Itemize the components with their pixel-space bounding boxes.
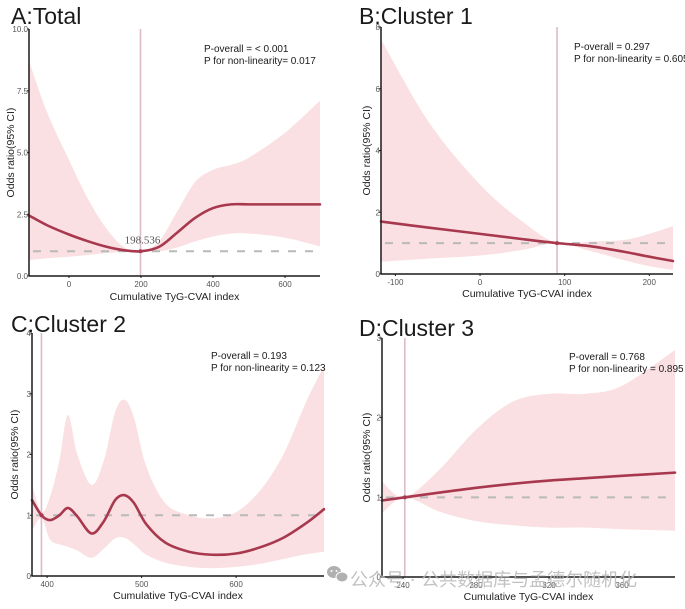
x-tick-label: 0: [67, 280, 72, 289]
x-tick-label: 400: [40, 580, 54, 589]
knot-point: [555, 241, 560, 246]
knot-point: [402, 495, 407, 500]
odds-ratio-curve: [30, 493, 326, 557]
x-tick-label: 240: [396, 581, 410, 590]
ci-band: [381, 39, 673, 270]
ci-band: [382, 349, 675, 531]
panel-a: 0.0 2.5 5.0 7.5 10.0 0 200 400 600 Cumulative TyG…: [5, 3, 322, 303]
p-value-text: P for non-linearity = 0.605: [574, 54, 685, 65]
ci-band: [29, 61, 320, 260]
x-tick-label: 500: [135, 580, 149, 589]
x-tick-label: 600: [229, 580, 243, 589]
panel-title: C:Cluster 2: [11, 311, 126, 337]
wechat-icon: [327, 566, 349, 583]
y-axis-title: Odds ratio(95% CI): [9, 410, 21, 500]
y-tick-label: 5.0: [17, 149, 29, 158]
y-tick-label: 1: [377, 493, 382, 502]
y-tick-label: 2: [376, 208, 381, 217]
y-axis-title: Odds ratio(95% CI): [361, 106, 373, 196]
y-tick-label: 8: [376, 23, 381, 32]
panel-b: 0 2 4 6 8 -100 0 100 200 Cumulative TyG-CVAI inde…: [359, 3, 685, 300]
y-tick-label: 7.5: [17, 87, 29, 96]
y-axis-title: Odds ratio(95% CI): [361, 413, 373, 503]
y-tick-label: 3: [377, 334, 382, 343]
x-axis-title: Cumulative TyG-CVAI index: [113, 590, 243, 602]
y-tick-label: 0: [377, 573, 382, 582]
p-value-text: P-overall = 0.768: [569, 352, 645, 363]
ci-band: [32, 366, 324, 569]
y-tick-label: 2.5: [17, 210, 29, 219]
p-value-text: P for non-linearity = 0.895: [569, 364, 684, 375]
x-axis-title: Cumulative TyG-CVAI index: [464, 591, 594, 603]
watermark: 公众号 · 公共数据库与孟德尔随机化: [327, 566, 637, 591]
x-tick-label: 0: [478, 278, 483, 287]
p-value-text: P-overall = 0.193: [211, 351, 287, 362]
y-tick-label: 4: [27, 329, 32, 338]
y-tick-label: 6: [376, 85, 381, 94]
panel-d: 0 1 2 3 240 280 320 360 Cumulative TyG-CVAI inde…: [359, 315, 684, 603]
y-tick-label: 0.0: [17, 272, 29, 281]
x-tick-label: 100: [558, 278, 572, 287]
x-tick-label: 600: [278, 280, 292, 289]
panel-title: A:Total: [11, 3, 81, 29]
x-tick-label: 280: [469, 581, 483, 590]
x-tick-label: 360: [615, 581, 629, 590]
y-tick-label: 2: [27, 451, 32, 460]
knot-value-label: 198.536: [125, 234, 161, 246]
x-tick-label: 400: [206, 280, 220, 289]
y-tick-label: 0: [27, 572, 32, 581]
knot-point: [138, 249, 143, 254]
panel-title: D:Cluster 3: [359, 315, 474, 341]
x-tick-label: 320: [542, 581, 556, 590]
odds-ratio-curve: [27, 202, 322, 253]
odds-ratio-curve: [380, 471, 677, 502]
x-tick-label: 200: [134, 280, 148, 289]
p-value-text: P-overall = < 0.001: [204, 44, 289, 55]
x-axis-title: Cumulative TyG-CVAI index: [110, 291, 240, 303]
y-tick-label: 0: [376, 270, 381, 279]
x-tick-label: 200: [643, 278, 657, 287]
p-value-text: P for non-linearity= 0.017: [204, 56, 316, 67]
x-tick-label: -100: [387, 278, 404, 287]
p-value-text: P for non-linearity = 0.123: [211, 363, 326, 374]
y-axis-title: Odds ratio(95% CI): [5, 108, 17, 198]
y-tick-label: 10.0: [12, 25, 28, 34]
y-tick-label: 1: [27, 511, 32, 520]
watermark-text: 公众号 · 公共数据库与孟德尔随机化: [350, 570, 637, 591]
y-tick-label: 3: [27, 390, 32, 399]
knot-point: [39, 513, 44, 518]
y-tick-label: 4: [376, 147, 381, 156]
x-axis-title: Cumulative TyG-CVAI index: [462, 288, 592, 300]
p-value-text: P-overall = 0.297: [574, 42, 650, 53]
y-tick-label: 2: [377, 414, 382, 423]
panel-title: B:Cluster 1: [359, 3, 473, 29]
